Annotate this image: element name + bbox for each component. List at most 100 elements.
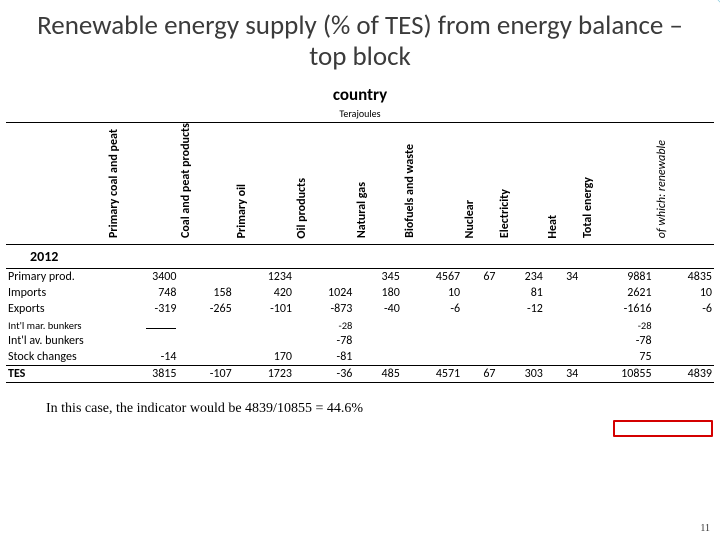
cell	[497, 317, 544, 333]
unit-label: Terajoules	[0, 107, 720, 120]
col-natural_gas: Natural gas	[354, 123, 401, 245]
row-label: Primary prod.	[6, 269, 106, 286]
tes-cell: 3815	[106, 366, 178, 383]
cell: 170	[234, 349, 294, 366]
col-renewable: of which: renewable	[654, 123, 714, 245]
col-biofuels: Biofuels and waste	[402, 123, 462, 245]
cell	[234, 317, 294, 333]
cell: 3400	[106, 269, 178, 286]
cell	[654, 349, 714, 366]
cell: -319	[106, 301, 178, 317]
cell: -6	[654, 301, 714, 317]
cell	[497, 333, 544, 349]
tes-cell: 4571	[402, 366, 462, 383]
cell	[294, 269, 354, 286]
cell	[178, 349, 233, 366]
cell: 420	[234, 285, 294, 301]
cell: 748	[106, 285, 178, 301]
cell	[545, 317, 580, 333]
cell	[106, 317, 178, 333]
row-label: Int'l av. bunkers	[6, 333, 106, 349]
col-heat: Heat	[545, 123, 580, 245]
cell: -78	[580, 333, 653, 349]
tes-cell: 485	[354, 366, 401, 383]
cell: -28	[580, 317, 653, 333]
cell	[654, 317, 714, 333]
energy-table-wrap: Primary coal and peatCoal and peat produ…	[0, 122, 720, 383]
tes-cell: 1723	[234, 366, 294, 383]
cell: 4567	[402, 269, 462, 286]
cell: -1616	[580, 301, 653, 317]
cell	[545, 301, 580, 317]
cell	[402, 333, 462, 349]
cell	[545, 349, 580, 366]
cell	[462, 301, 497, 317]
cell: 9881	[580, 269, 653, 286]
cell: -81	[294, 349, 354, 366]
cell	[178, 269, 233, 286]
cell: 34	[545, 269, 580, 286]
col-primary_oil: Primary oil	[234, 123, 294, 245]
cell: -14	[106, 349, 178, 366]
cell	[354, 317, 401, 333]
country-label: country	[0, 84, 720, 105]
cell: 158	[178, 285, 233, 301]
cell: -28	[294, 317, 354, 333]
cell	[545, 333, 580, 349]
row-label: Int'l mar. bunkers	[6, 317, 106, 333]
cell: -40	[354, 301, 401, 317]
cell	[497, 349, 544, 366]
col-nuclear: Nuclear	[462, 123, 497, 245]
col-electricity: Electricity	[497, 123, 544, 245]
cell: 180	[354, 285, 401, 301]
tes-cell: -36	[294, 366, 354, 383]
cell: 1024	[294, 285, 354, 301]
cell: 234	[497, 269, 544, 286]
tes-cell: 10855	[580, 366, 653, 383]
cell: -12	[497, 301, 544, 317]
cell	[354, 349, 401, 366]
year-cell: 2012	[6, 245, 714, 269]
cell	[462, 349, 497, 366]
cell: -265	[178, 301, 233, 317]
col-total: Total energy	[580, 123, 653, 245]
cell	[402, 317, 462, 333]
cell	[462, 285, 497, 301]
cell: 2621	[580, 285, 653, 301]
cell	[178, 317, 233, 333]
tes-cell: 67	[462, 366, 497, 383]
page-number: 11	[700, 523, 710, 534]
energy-balance-table: Primary coal and peatCoal and peat produ…	[6, 122, 714, 383]
cell: -101	[234, 301, 294, 317]
cell: 81	[497, 285, 544, 301]
col-primary_coal: Primary coal and peat	[106, 123, 178, 245]
cell	[234, 333, 294, 349]
cell	[462, 317, 497, 333]
page-title: Renewable energy supply (% of TES) from …	[0, 0, 720, 76]
cell: -6	[402, 301, 462, 317]
cell	[545, 285, 580, 301]
cell: 345	[354, 269, 401, 286]
cell: 10	[654, 285, 714, 301]
cell	[354, 333, 401, 349]
cell	[654, 333, 714, 349]
tes-cell: -107	[178, 366, 233, 383]
highlight-box	[613, 420, 713, 437]
cell: 75	[580, 349, 653, 366]
cell: 4835	[654, 269, 714, 286]
col-oil_products: Oil products	[294, 123, 354, 245]
tes-cell: 34	[545, 366, 580, 383]
col-coal_products: Coal and peat products	[178, 123, 233, 245]
cell	[462, 333, 497, 349]
row-label: Stock changes	[6, 349, 106, 366]
indicator-note: In this case, the indicator would be 483…	[46, 401, 720, 417]
tes-cell: 4839	[654, 366, 714, 383]
cell: 67	[462, 269, 497, 286]
cell: -78	[294, 333, 354, 349]
cell: -873	[294, 301, 354, 317]
row-label: Exports	[6, 301, 106, 317]
row-label: Imports	[6, 285, 106, 301]
cell: 10	[402, 285, 462, 301]
tes-cell: 303	[497, 366, 544, 383]
cell	[178, 333, 233, 349]
